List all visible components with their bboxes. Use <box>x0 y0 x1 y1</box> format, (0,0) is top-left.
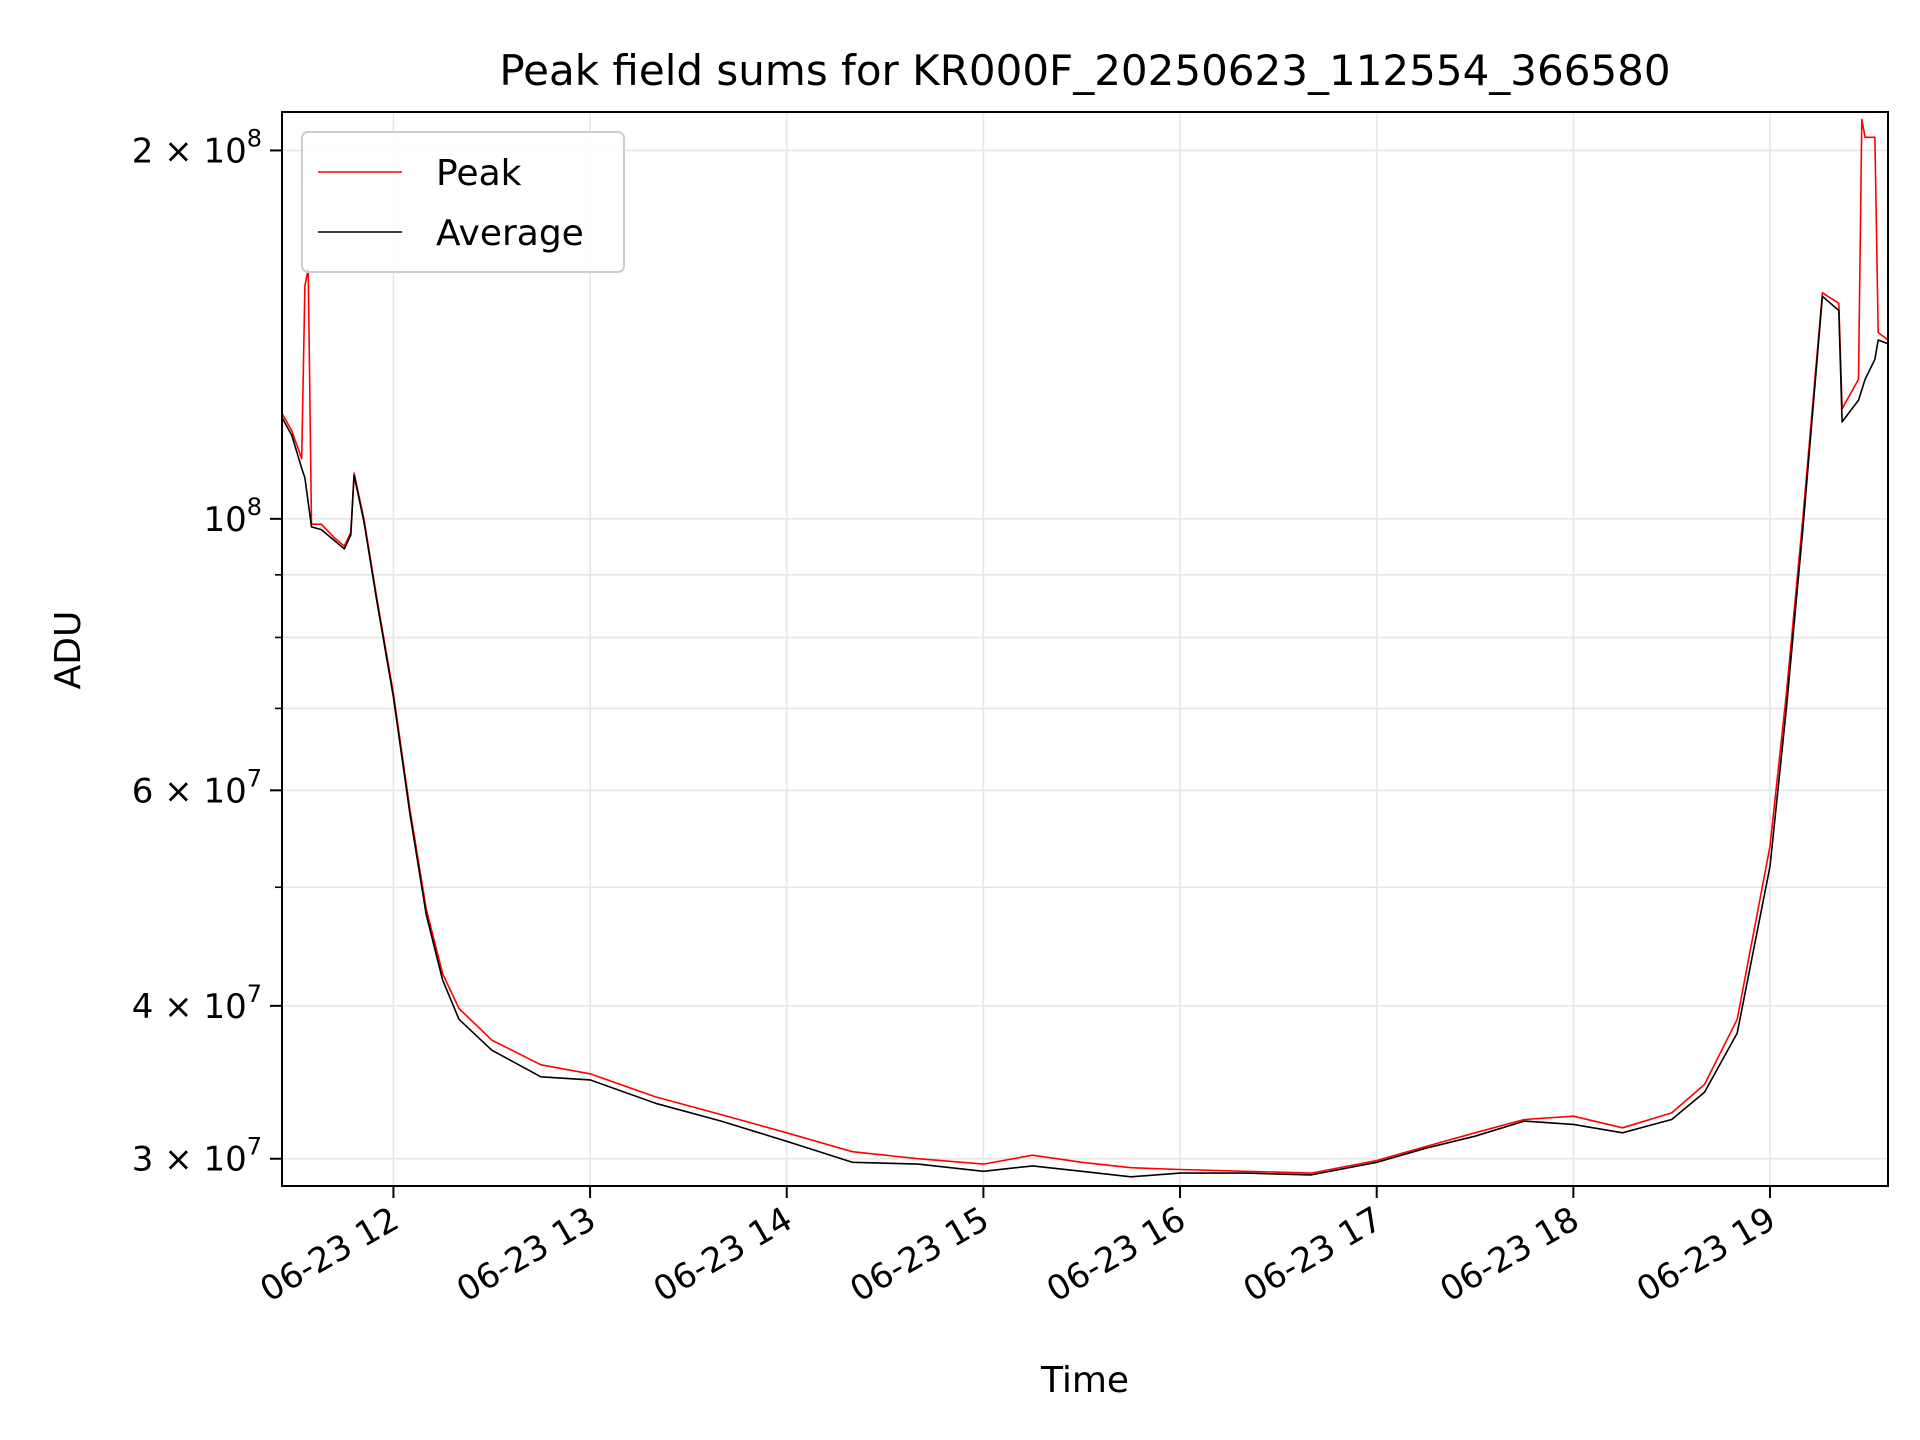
legend-label: Peak <box>436 153 522 194</box>
y-tick-label: 4 × 107 <box>132 980 262 1027</box>
y-tick-label: 6 × 107 <box>132 764 262 811</box>
plot-frame <box>281 111 1889 1187</box>
series-line-peak <box>281 118 1889 1174</box>
y-tick-label: 3 × 107 <box>132 1133 262 1180</box>
x-axis-label: Time <box>1040 1360 1129 1401</box>
chart-title: Peak field sums for KR000F_20250623_1125… <box>499 46 1670 95</box>
legend-box <box>301 131 625 273</box>
legend: Peak Average <box>301 131 625 273</box>
y-axis-label: ADU <box>48 611 89 690</box>
legend-label: Average <box>436 213 584 254</box>
y-tick-label: 108 <box>203 493 262 540</box>
y-axis: 3 × 107 4 × 107 6 × 107 108 2 × 108 <box>132 124 282 1180</box>
y-tick-label: 2 × 108 <box>132 124 262 171</box>
grid <box>282 112 1888 1186</box>
series-layer <box>281 118 1889 1178</box>
series-line-average <box>281 295 1889 1178</box>
